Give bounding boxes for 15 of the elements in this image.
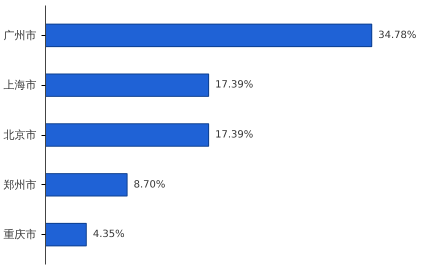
data-label: 17.39% xyxy=(215,130,254,140)
y-tick-label: 广州市 xyxy=(4,28,36,42)
data-label: 4.35% xyxy=(92,229,125,240)
bar xyxy=(46,222,87,246)
y-tick-label: 上海市 xyxy=(4,78,36,92)
bar xyxy=(46,24,372,48)
data-label: 17.39% xyxy=(215,80,254,91)
bar xyxy=(46,123,210,147)
bar xyxy=(46,173,128,197)
bar xyxy=(46,73,210,97)
y-tick-label: 郑州市 xyxy=(4,178,36,192)
data-label: 8.70% xyxy=(134,179,166,190)
y-tick-label: 北京市 xyxy=(4,128,36,142)
data-label: 34.78% xyxy=(378,30,416,41)
y-tick-label: 重庆市 xyxy=(4,228,36,242)
